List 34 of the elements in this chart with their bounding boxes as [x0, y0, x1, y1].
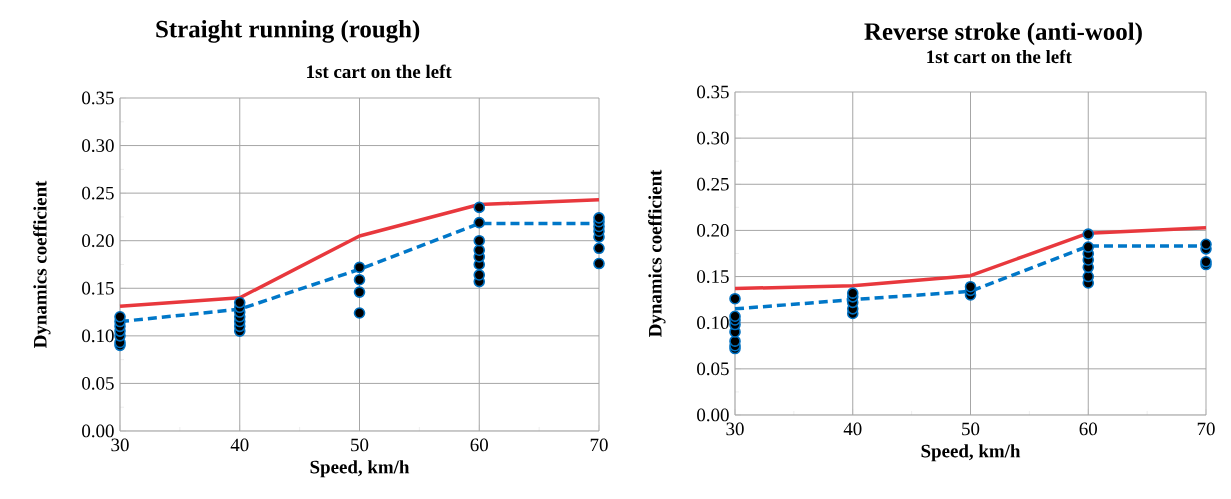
y-tick-label: 0.15: [697, 270, 729, 283]
y-tick-label: 0.00: [697, 408, 729, 422]
y-tick-label: 0.25: [697, 177, 729, 191]
x-tick-label: 40: [843, 422, 862, 436]
y-tick-label: 0.35: [697, 85, 729, 99]
chart-subtitle: 1st cart on the left: [307, 64, 452, 79]
y-tick-label: 0.20: [697, 224, 729, 237]
x-tick-label: 60: [1079, 422, 1097, 436]
x-axis-title: Speed, km/h: [310, 460, 410, 478]
y-tick-label: 0.05: [697, 362, 729, 376]
chart-title: Reverse stroke (anti-wool): [864, 22, 1142, 46]
y-tick-label: 0.25: [82, 186, 114, 200]
x-tick-label: 40: [230, 438, 249, 452]
y-tick-label: 0.15: [82, 281, 114, 295]
y-axis-title: Dynamics coefficient: [648, 169, 666, 337]
x-tick-label: 70: [1197, 422, 1215, 436]
y-tick-label: 0.20: [82, 234, 114, 248]
y-axis-title: Dynamics coefficient: [33, 180, 51, 348]
x-axis-title: Speed, km/h: [921, 444, 1021, 462]
y-tick-label: 0.10: [82, 329, 114, 343]
y-tick-label: 0.30: [697, 131, 729, 145]
x-tick-label: 70: [590, 438, 608, 452]
x-tick-label: 50: [351, 438, 369, 452]
chart-title: Straight running (rough): [156, 20, 420, 43]
chart-subtitle: 1st cart on the left: [927, 49, 1072, 64]
y-tick-label: 0.05: [82, 377, 114, 390]
y-tick-label: 0.35: [82, 91, 114, 105]
y-tick-label: 0.10: [697, 316, 729, 330]
x-tick-label: 60: [470, 438, 488, 452]
x-tick-label: 30: [726, 422, 744, 436]
y-tick-label: 0.30: [82, 139, 114, 152]
x-tick-label: 50: [962, 422, 980, 436]
x-tick-label: 30: [111, 438, 129, 452]
y-tick-label: 0.00: [82, 424, 114, 438]
